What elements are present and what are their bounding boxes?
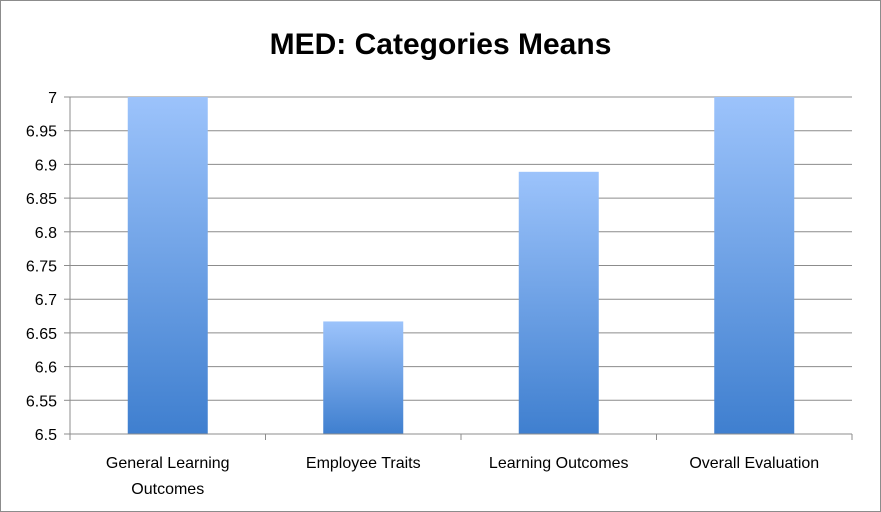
y-tick-label: 6.6 [35, 360, 57, 377]
y-tick-label: 7 [48, 90, 57, 107]
y-tick-label: 6.55 [26, 393, 57, 410]
bar [518, 171, 599, 434]
x-category-label: General Learning [106, 455, 230, 472]
y-tick-label: 6.75 [26, 259, 57, 276]
y-tick-label: 6.8 [35, 225, 57, 242]
bar [127, 97, 208, 434]
axes [69, 97, 853, 440]
y-axis-ticks: 6.5 6.55 6.6 6.65 6.7 6.75 6.8 6.85 6.9 6.95 7 [26, 90, 70, 444]
y-tick-label: 6.9 [35, 157, 57, 174]
y-tick-label: 6.65 [26, 326, 57, 343]
x-category-label: Overall Evaluation [689, 455, 819, 472]
y-tick-label: 6.95 [26, 124, 57, 141]
bar [714, 97, 795, 434]
y-tick-label: 6.85 [26, 191, 57, 208]
x-category-label: Employee Traits [306, 455, 421, 472]
y-tick-label: 6.5 [35, 427, 57, 444]
chart-title: MED: Categories Means [269, 28, 612, 61]
bars [127, 97, 795, 434]
x-axis-labels: General Learning Outcomes Employee Traits L… [106, 455, 819, 498]
x-category-label: Outcomes [131, 481, 204, 498]
y-tick-label: 6.7 [35, 292, 57, 309]
bar [323, 321, 404, 434]
x-category-label: Learning Outcomes [489, 455, 629, 472]
